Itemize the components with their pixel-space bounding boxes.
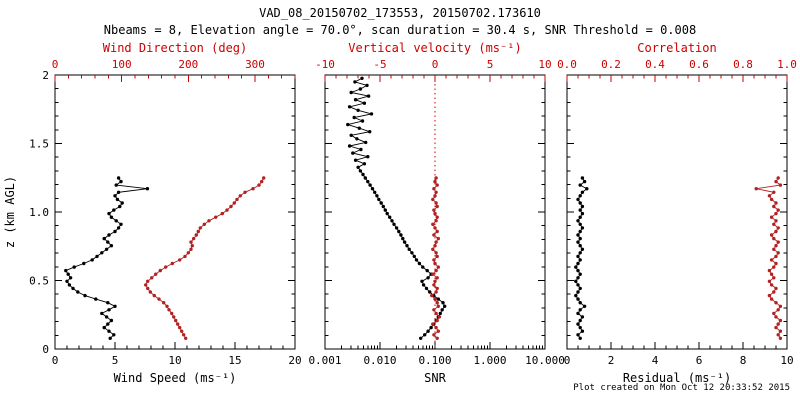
svg-text:z (km AGL): z (km AGL) <box>3 176 17 248</box>
svg-text:10: 10 <box>168 354 181 367</box>
svg-text:0.8: 0.8 <box>733 58 753 71</box>
svg-text:0.010: 0.010 <box>363 354 396 367</box>
svg-text:2: 2 <box>608 354 615 367</box>
svg-text:2: 2 <box>42 69 49 82</box>
svg-text:0: 0 <box>42 343 49 356</box>
svg-text:0: 0 <box>52 354 59 367</box>
panel-residual: 0 2 4 6 8 10 Residual (ms⁻¹) 0.0 0.2 0.4 0.6 0.8 1.0… <box>557 41 797 385</box>
plot-created-timestamp: Plot created on Mon Oct 12 20:33:52 2015 <box>573 383 790 393</box>
svg-text:0: 0 <box>564 354 571 367</box>
svg-text:1.0: 1.0 <box>29 206 49 219</box>
plot-subtitle: Nbeams = 8, Elevation angle = 70.0°, sca… <box>103 23 697 37</box>
svg-text:20: 20 <box>288 354 301 367</box>
svg-text:0.001: 0.001 <box>308 354 341 367</box>
svg-text:Residual (ms⁻¹): Residual (ms⁻¹) <box>623 371 731 385</box>
svg-text:4: 4 <box>652 354 659 367</box>
svg-text:0.5: 0.5 <box>29 275 49 288</box>
series-wind-direction <box>144 176 266 340</box>
svg-text:0.2: 0.2 <box>601 58 621 71</box>
series-vertical-velocity <box>430 176 442 340</box>
svg-text:-10: -10 <box>315 58 335 71</box>
svg-text:0: 0 <box>432 58 439 71</box>
svg-text:Wind Speed (ms⁻¹): Wind Speed (ms⁻¹) <box>114 371 237 385</box>
svg-text:Correlation: Correlation <box>637 41 716 55</box>
svg-text:1.000: 1.000 <box>473 354 506 367</box>
series-residual <box>574 176 589 340</box>
svg-text:10: 10 <box>780 354 793 367</box>
svg-text:0.6: 0.6 <box>689 58 709 71</box>
svg-text:0.4: 0.4 <box>645 58 665 71</box>
svg-text:5: 5 <box>112 354 119 367</box>
svg-text:200: 200 <box>178 58 198 71</box>
svg-text:0.0: 0.0 <box>557 58 577 71</box>
svg-text:100: 100 <box>112 58 132 71</box>
svg-text:6: 6 <box>696 354 703 367</box>
svg-text:10.000: 10.000 <box>525 354 565 367</box>
svg-text:-5: -5 <box>373 58 386 71</box>
series-snr <box>346 76 447 340</box>
svg-text:Wind Direction (deg): Wind Direction (deg) <box>103 41 248 55</box>
series-wind-speed <box>64 176 150 340</box>
svg-text:0.100: 0.100 <box>418 354 451 367</box>
svg-text:Vertical velocity (ms⁻¹): Vertical velocity (ms⁻¹) <box>348 41 521 55</box>
svg-text:8: 8 <box>740 354 747 367</box>
series-correlation <box>754 176 783 340</box>
svg-text:SNR: SNR <box>424 371 446 385</box>
svg-text:5: 5 <box>487 58 494 71</box>
svg-text:15: 15 <box>228 354 241 367</box>
plot-title: VAD_08_20150702_173553, 20150702.173610 <box>259 6 541 20</box>
svg-text:10: 10 <box>538 58 551 71</box>
svg-text:1.0: 1.0 <box>777 58 797 71</box>
svg-text:300: 300 <box>245 58 265 71</box>
panel-snr: 0.001 0.010 0.100 1.000 10.000 SNR -10 -5 0 5 10 Ve… <box>308 41 564 385</box>
svg-text:0: 0 <box>52 58 59 71</box>
svg-text:1.5: 1.5 <box>29 138 49 151</box>
